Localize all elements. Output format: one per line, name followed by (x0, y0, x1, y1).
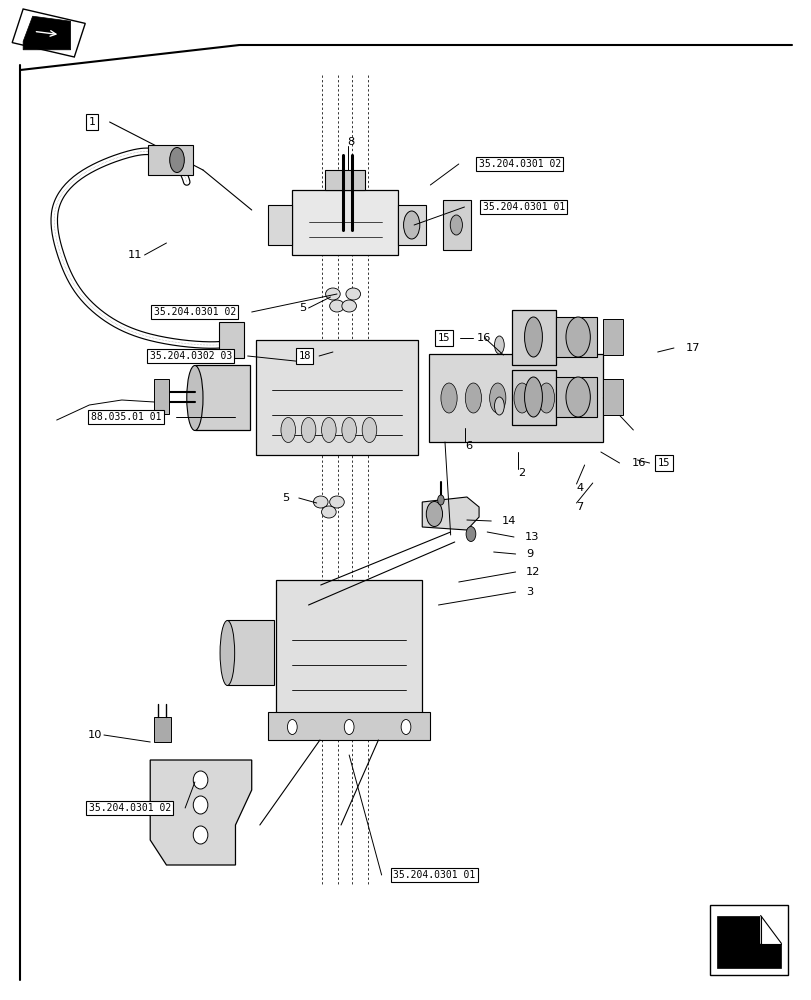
FancyBboxPatch shape (292, 190, 397, 255)
Ellipse shape (524, 317, 542, 357)
FancyBboxPatch shape (397, 205, 426, 245)
Text: 18: 18 (298, 351, 311, 361)
Text: 12: 12 (526, 567, 540, 577)
FancyBboxPatch shape (602, 379, 622, 415)
FancyBboxPatch shape (154, 717, 170, 742)
Ellipse shape (466, 526, 475, 542)
Text: 6: 6 (465, 441, 472, 451)
Text: 2: 2 (517, 468, 525, 478)
Ellipse shape (426, 502, 442, 526)
FancyBboxPatch shape (556, 317, 596, 357)
Ellipse shape (341, 417, 356, 442)
FancyBboxPatch shape (148, 145, 193, 175)
FancyBboxPatch shape (511, 370, 556, 425)
Ellipse shape (403, 211, 419, 239)
Text: 4: 4 (576, 483, 583, 493)
FancyBboxPatch shape (227, 620, 274, 685)
Text: 8: 8 (347, 137, 354, 147)
Polygon shape (23, 16, 71, 50)
FancyBboxPatch shape (602, 319, 622, 355)
Ellipse shape (325, 288, 340, 300)
Ellipse shape (329, 496, 344, 508)
Ellipse shape (465, 383, 481, 413)
Polygon shape (150, 760, 251, 865)
FancyBboxPatch shape (154, 379, 169, 414)
Ellipse shape (437, 495, 444, 505)
FancyBboxPatch shape (428, 354, 603, 442)
Text: 15: 15 (657, 458, 670, 468)
FancyBboxPatch shape (556, 377, 596, 417)
Text: 5: 5 (282, 493, 290, 503)
Ellipse shape (494, 397, 504, 415)
Text: 35.204.0301 02: 35.204.0301 02 (88, 803, 171, 813)
Text: 10: 10 (88, 730, 102, 740)
Ellipse shape (321, 417, 336, 442)
FancyBboxPatch shape (195, 365, 250, 430)
Polygon shape (716, 916, 780, 968)
Ellipse shape (193, 771, 208, 789)
Text: 16: 16 (476, 333, 491, 343)
Text: 88.035.01 01: 88.035.01 01 (91, 412, 161, 422)
Ellipse shape (344, 720, 354, 734)
Ellipse shape (341, 300, 356, 312)
Text: 3: 3 (526, 587, 533, 597)
FancyBboxPatch shape (219, 322, 243, 358)
FancyBboxPatch shape (511, 310, 556, 365)
Text: 35.204.0301 01: 35.204.0301 01 (393, 870, 475, 880)
FancyBboxPatch shape (276, 580, 422, 715)
Text: 7: 7 (576, 502, 583, 512)
Ellipse shape (565, 317, 590, 357)
Text: 35.204.0301 02: 35.204.0301 02 (153, 307, 236, 317)
Ellipse shape (220, 620, 234, 686)
Polygon shape (760, 916, 780, 944)
FancyBboxPatch shape (442, 200, 470, 250)
Polygon shape (422, 497, 478, 530)
Ellipse shape (301, 417, 315, 442)
Text: 11: 11 (127, 250, 142, 260)
FancyBboxPatch shape (268, 712, 430, 740)
Polygon shape (12, 9, 85, 57)
Text: 9: 9 (526, 549, 533, 559)
Ellipse shape (489, 383, 505, 413)
Ellipse shape (345, 288, 360, 300)
Ellipse shape (169, 147, 184, 172)
Text: 35.204.0302 03: 35.204.0302 03 (149, 351, 232, 361)
Ellipse shape (538, 383, 554, 413)
FancyBboxPatch shape (710, 905, 787, 975)
Text: 5: 5 (298, 303, 306, 313)
Text: 14: 14 (501, 516, 516, 526)
Ellipse shape (193, 796, 208, 814)
Text: 17: 17 (685, 343, 700, 353)
Text: 16: 16 (631, 458, 646, 468)
Ellipse shape (565, 377, 590, 417)
Text: 1: 1 (88, 117, 95, 127)
Ellipse shape (440, 383, 457, 413)
Ellipse shape (281, 417, 295, 442)
Ellipse shape (494, 336, 504, 354)
Text: 35.204.0301 01: 35.204.0301 01 (482, 202, 564, 212)
FancyBboxPatch shape (255, 340, 418, 455)
Ellipse shape (187, 365, 203, 430)
FancyBboxPatch shape (324, 170, 365, 190)
Ellipse shape (329, 300, 344, 312)
Ellipse shape (287, 720, 297, 734)
Ellipse shape (362, 417, 376, 442)
Ellipse shape (513, 383, 530, 413)
Ellipse shape (193, 826, 208, 844)
Ellipse shape (401, 720, 410, 734)
Ellipse shape (524, 377, 542, 417)
Ellipse shape (321, 506, 336, 518)
Text: 13: 13 (524, 532, 539, 542)
FancyBboxPatch shape (268, 205, 292, 245)
Ellipse shape (313, 496, 328, 508)
Ellipse shape (450, 215, 462, 235)
Text: 35.204.0301 02: 35.204.0301 02 (478, 159, 560, 169)
Text: 15: 15 (437, 333, 450, 343)
